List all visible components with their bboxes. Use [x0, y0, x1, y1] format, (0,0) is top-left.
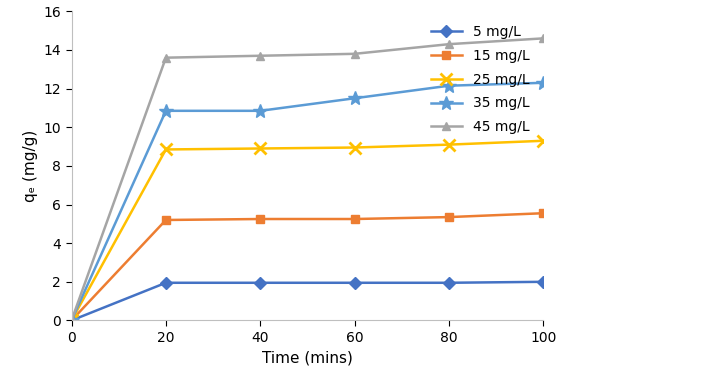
45 mg/L [256, 54, 265, 58]
5 mg/L [445, 280, 453, 285]
35 mg/L [445, 83, 453, 88]
Legend: 5 mg/L, 15 mg/L, 25 mg/L, 35 mg/L, 45 mg/L: 5 mg/L, 15 mg/L, 25 mg/L, 35 mg/L, 45 mg… [424, 18, 536, 141]
25 mg/L [539, 138, 548, 143]
15 mg/L [256, 217, 265, 221]
25 mg/L [256, 146, 265, 151]
45 mg/L [350, 52, 359, 56]
15 mg/L [539, 211, 548, 216]
5 mg/L [256, 280, 265, 285]
Line: 25 mg/L: 25 mg/L [66, 135, 549, 326]
35 mg/L [67, 318, 76, 323]
45 mg/L [67, 318, 76, 323]
X-axis label: Time (mins): Time (mins) [262, 351, 353, 365]
Line: 45 mg/L: 45 mg/L [67, 34, 548, 325]
35 mg/L [350, 96, 359, 101]
15 mg/L [162, 218, 170, 222]
Line: 15 mg/L: 15 mg/L [67, 209, 548, 325]
15 mg/L [67, 318, 76, 323]
5 mg/L [350, 280, 359, 285]
35 mg/L [256, 109, 265, 113]
45 mg/L [539, 36, 548, 41]
Line: 35 mg/L: 35 mg/L [64, 76, 551, 327]
5 mg/L [162, 280, 170, 285]
45 mg/L [162, 55, 170, 60]
35 mg/L [162, 109, 170, 113]
25 mg/L [445, 143, 453, 147]
15 mg/L [445, 215, 453, 219]
15 mg/L [350, 217, 359, 221]
Y-axis label: qₑ (mg/g): qₑ (mg/g) [23, 130, 38, 202]
25 mg/L [350, 145, 359, 150]
25 mg/L [162, 147, 170, 152]
Line: 5 mg/L: 5 mg/L [67, 277, 548, 325]
5 mg/L [67, 318, 76, 323]
35 mg/L [539, 81, 548, 85]
25 mg/L [67, 318, 76, 323]
45 mg/L [445, 42, 453, 46]
5 mg/L [539, 280, 548, 284]
